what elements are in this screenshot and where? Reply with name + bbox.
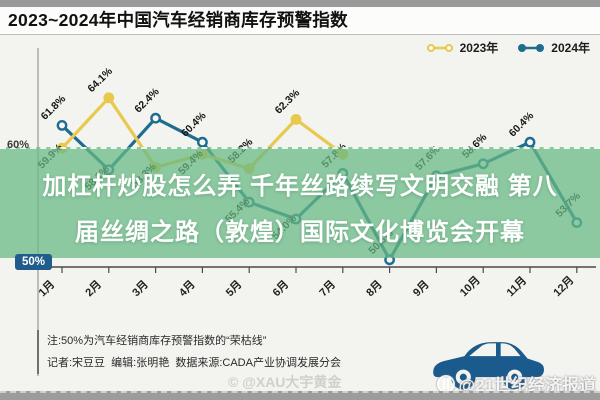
footnote-text: 注:50%为汽车经销商库存预警指数的“荣枯线” [47, 335, 267, 347]
category-label: 8月 [364, 278, 385, 299]
legend-label-2024: 2024年 [551, 41, 590, 55]
overlay-headline-line2: 届丝绸之路（敦煌）国际文化博览会开幕 [75, 219, 525, 246]
data-point [290, 114, 302, 125]
y-axis-50-badge: 50% [15, 254, 53, 270]
news-overlay-band: 加杠杆炒股怎么弄 千年丝路续写文明交融 第八 届丝绸之路（敦煌）国际文化博览会开… [0, 147, 600, 258]
data-point-label: 60.4% [507, 109, 537, 139]
press-logo-icon [436, 374, 455, 393]
legend-label-2023: 2023年 [459, 41, 499, 55]
category-label: 7月 [317, 278, 338, 299]
legend-line-open-circle-icon [426, 43, 453, 52]
top-gray-bar [0, 0, 600, 7]
data-point [524, 136, 536, 148]
legend-item-2024: 2024年 [516, 39, 590, 56]
legend-line-solid-dot-icon [518, 43, 545, 52]
data-point [56, 120, 68, 131]
category-label: 6月 [270, 278, 291, 299]
category-label: 9月 [410, 278, 431, 299]
category-label: 3月 [130, 278, 151, 299]
overlay-headline-line1: 加杠杆炒股怎么弄 千年丝路续写文明交融 第八 [42, 173, 558, 200]
data-point-label: 61.8% [39, 93, 69, 123]
credits-text: 记者:宋豆豆 编辑:张明艳 数据来源:CADA产业协调发展分会 [47, 357, 341, 369]
page-title: 2023~2024年中国汽车经销商库存预警指数 [8, 10, 348, 30]
data-point-label: 62.3% [273, 87, 303, 117]
data-point [103, 92, 115, 104]
category-label: 5月 [223, 278, 244, 299]
data-point [196, 136, 208, 148]
data-point-label: 60.4% [179, 109, 209, 139]
category-label: 11月 [504, 274, 529, 299]
header: 2023~2024年中国汽车经销商库存预警指数 [0, 7, 600, 35]
category-label: 12月 [551, 273, 577, 299]
category-label: 1月 [36, 278, 57, 299]
legend-item-2023: 2023年 [425, 39, 499, 56]
data-point-label: 62.4% [132, 85, 162, 115]
faint-watermark: © @XAU大宇黄金 [228, 374, 342, 390]
footnote-block: 注:50%为汽车经销商库存预警指数的“荣枯线” 记者:宋豆豆 编辑:张明艳 数据… [37, 330, 341, 374]
data-point [150, 112, 162, 124]
category-label: 4月 [176, 278, 197, 299]
category-label: 10月 [457, 273, 483, 299]
car-icon [433, 342, 544, 390]
press-watermark-text: @21世纪经济报道 [458, 376, 597, 395]
bottom-gray-bar [0, 391, 600, 400]
chart-legend: 2023年 2024年 [425, 39, 590, 56]
category-label: 2月 [83, 278, 104, 299]
y-axis-60-label: 60% [7, 139, 30, 151]
data-point-label: 64.1% [85, 65, 115, 95]
